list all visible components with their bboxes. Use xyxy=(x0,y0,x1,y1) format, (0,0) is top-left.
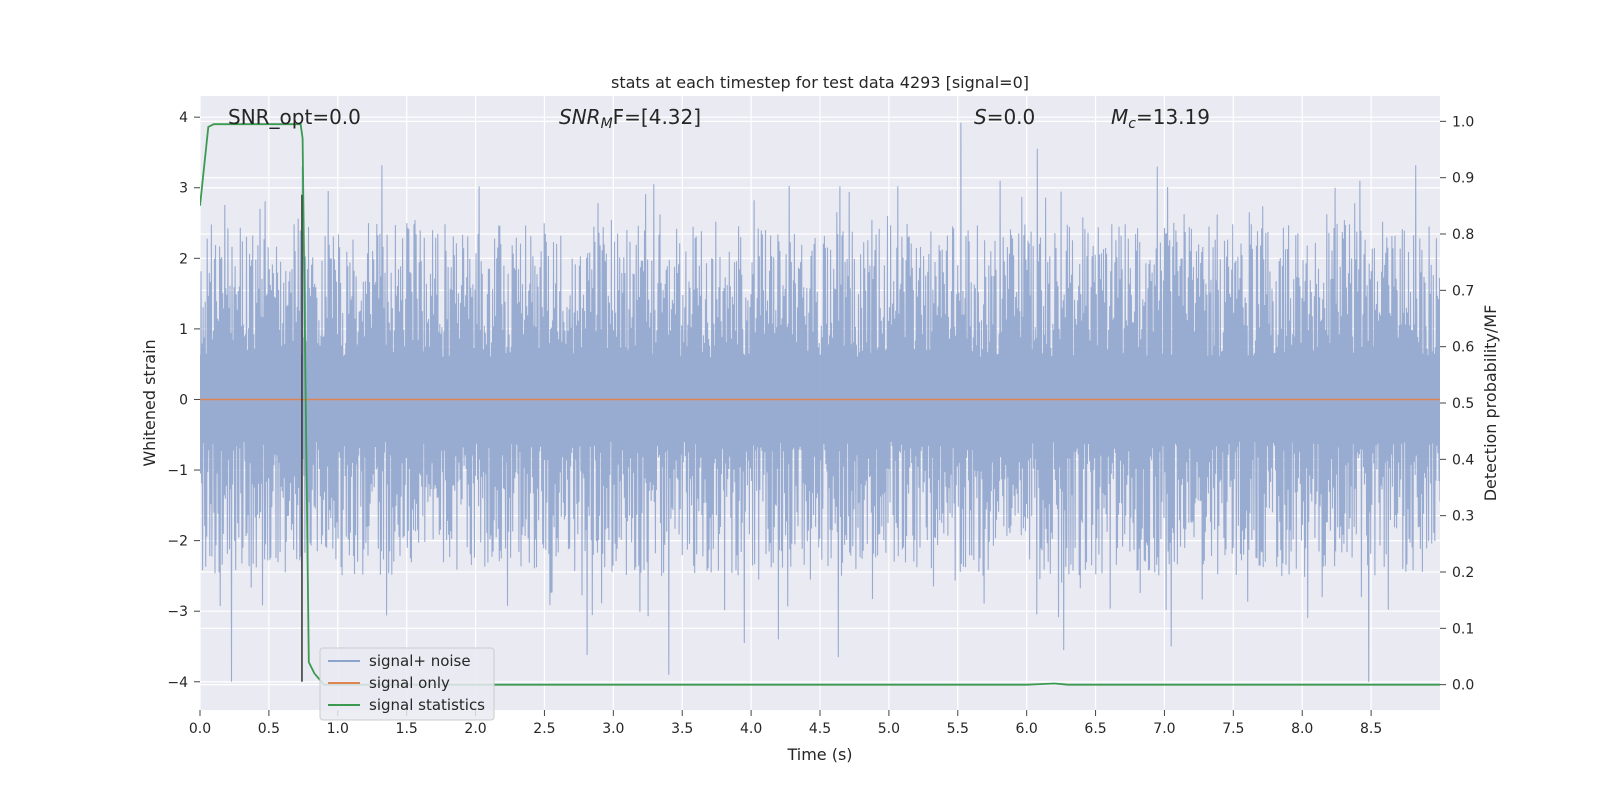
annotation-snr-mf-base: SNR xyxy=(559,105,601,129)
legend-label-stats: signal statistics xyxy=(369,696,485,714)
series-signal-noise xyxy=(200,122,1440,682)
y2-tick-label-4: 0.4 xyxy=(1452,452,1474,468)
legend-label-noise: signal+ noise xyxy=(369,652,471,670)
y2-tick-label-6: 0.6 xyxy=(1452,340,1474,356)
y2-axis-label: Detection probability/MF xyxy=(1481,305,1500,502)
x-tick-label-3: 1.5 xyxy=(396,721,418,737)
x-tick-label-12: 6.0 xyxy=(1016,721,1038,737)
annotation-mc: Mc=13.19 xyxy=(1111,105,1210,132)
annotation-s: S=0.0 xyxy=(974,105,1035,129)
y-tick-label-2: −2 xyxy=(167,534,188,550)
x-tick-label-17: 8.5 xyxy=(1360,721,1382,737)
x-tick-label-15: 7.5 xyxy=(1222,721,1244,737)
x-tick-label-9: 4.5 xyxy=(809,721,831,737)
y-tick-label-5: 1 xyxy=(179,322,188,338)
legend: signal+ noise signal only signal statist… xyxy=(319,647,495,721)
y-tick-label-4: 0 xyxy=(179,392,188,408)
y2-tick-label-2: 0.2 xyxy=(1452,565,1474,581)
annotation-snr-mf-rest: F=[4.32] xyxy=(613,105,701,129)
annotation-snr-mf: SNRMF=[4.32] xyxy=(559,105,701,132)
y2-axis-ticks: 0.0 0.1 0.2 0.3 0.4 0.5 0.6 0.7 0.8 0.9 1.0 xyxy=(1440,114,1474,694)
x-tick-label-16: 8.0 xyxy=(1291,721,1313,737)
y-axis-label: Whitened strain xyxy=(140,339,159,466)
annotation-s-italic: S xyxy=(974,105,987,129)
x-tick-label-4: 2.0 xyxy=(464,721,486,737)
annotation-snr-opt: SNR_opt=0.0 xyxy=(228,105,361,129)
x-tick-label-11: 5.5 xyxy=(947,721,969,737)
x-tick-label-10: 5.0 xyxy=(878,721,900,737)
noise-series xyxy=(200,122,1440,682)
annotation-snr-mf-sub: M xyxy=(601,116,613,132)
x-tick-label-0: 0.0 xyxy=(189,721,211,737)
y2-tick-label-10: 1.0 xyxy=(1452,114,1474,130)
y2-tick-label-7: 0.7 xyxy=(1452,283,1474,299)
y-tick-label-7: 3 xyxy=(179,181,188,197)
y-tick-label-0: −4 xyxy=(167,675,188,691)
annotation-mc-rest: =13.19 xyxy=(1136,105,1210,129)
x-tick-label-1: 0.5 xyxy=(258,721,280,737)
y2-tick-label-1: 0.1 xyxy=(1452,621,1474,637)
y2-tick-label-0: 0.0 xyxy=(1452,678,1474,694)
chart-title: stats at each timestep for test data 429… xyxy=(611,73,1029,92)
legend-box xyxy=(319,647,495,721)
annotation-s-rest: =0.0 xyxy=(987,105,1036,129)
x-tick-label-7: 3.5 xyxy=(671,721,693,737)
x-axis-ticks: 0.0 0.5 1.0 1.5 2.0 2.5 3.0 3.5 4.0 4.5 5.0 5.5 6.0 6… xyxy=(189,710,1382,737)
x-tick-label-14: 7.0 xyxy=(1153,721,1175,737)
x-tick-label-5: 2.5 xyxy=(533,721,555,737)
x-tick-label-2: 1.0 xyxy=(327,721,349,737)
x-tick-label-6: 3.0 xyxy=(602,721,624,737)
y2-tick-label-5: 0.5 xyxy=(1452,396,1474,412)
annotation-mc-base: M xyxy=(1111,105,1128,129)
y-axis-ticks: −4 −3 −2 −1 0 1 2 3 4 xyxy=(167,110,200,691)
y2-tick-label-9: 0.9 xyxy=(1452,171,1474,187)
y2-tick-label-8: 0.8 xyxy=(1452,227,1474,243)
x-tick-label-8: 4.0 xyxy=(740,721,762,737)
y-tick-label-1: −3 xyxy=(167,604,188,620)
legend-label-signal: signal only xyxy=(369,674,450,692)
y-tick-label-3: −1 xyxy=(167,463,188,479)
x-axis-label: Time (s) xyxy=(786,745,852,764)
x-tick-label-13: 6.5 xyxy=(1084,721,1106,737)
annotation-mc-sub: c xyxy=(1128,116,1136,132)
y-tick-label-8: 4 xyxy=(179,110,188,126)
y2-tick-label-3: 0.3 xyxy=(1452,509,1474,525)
y-tick-label-6: 2 xyxy=(179,251,188,267)
